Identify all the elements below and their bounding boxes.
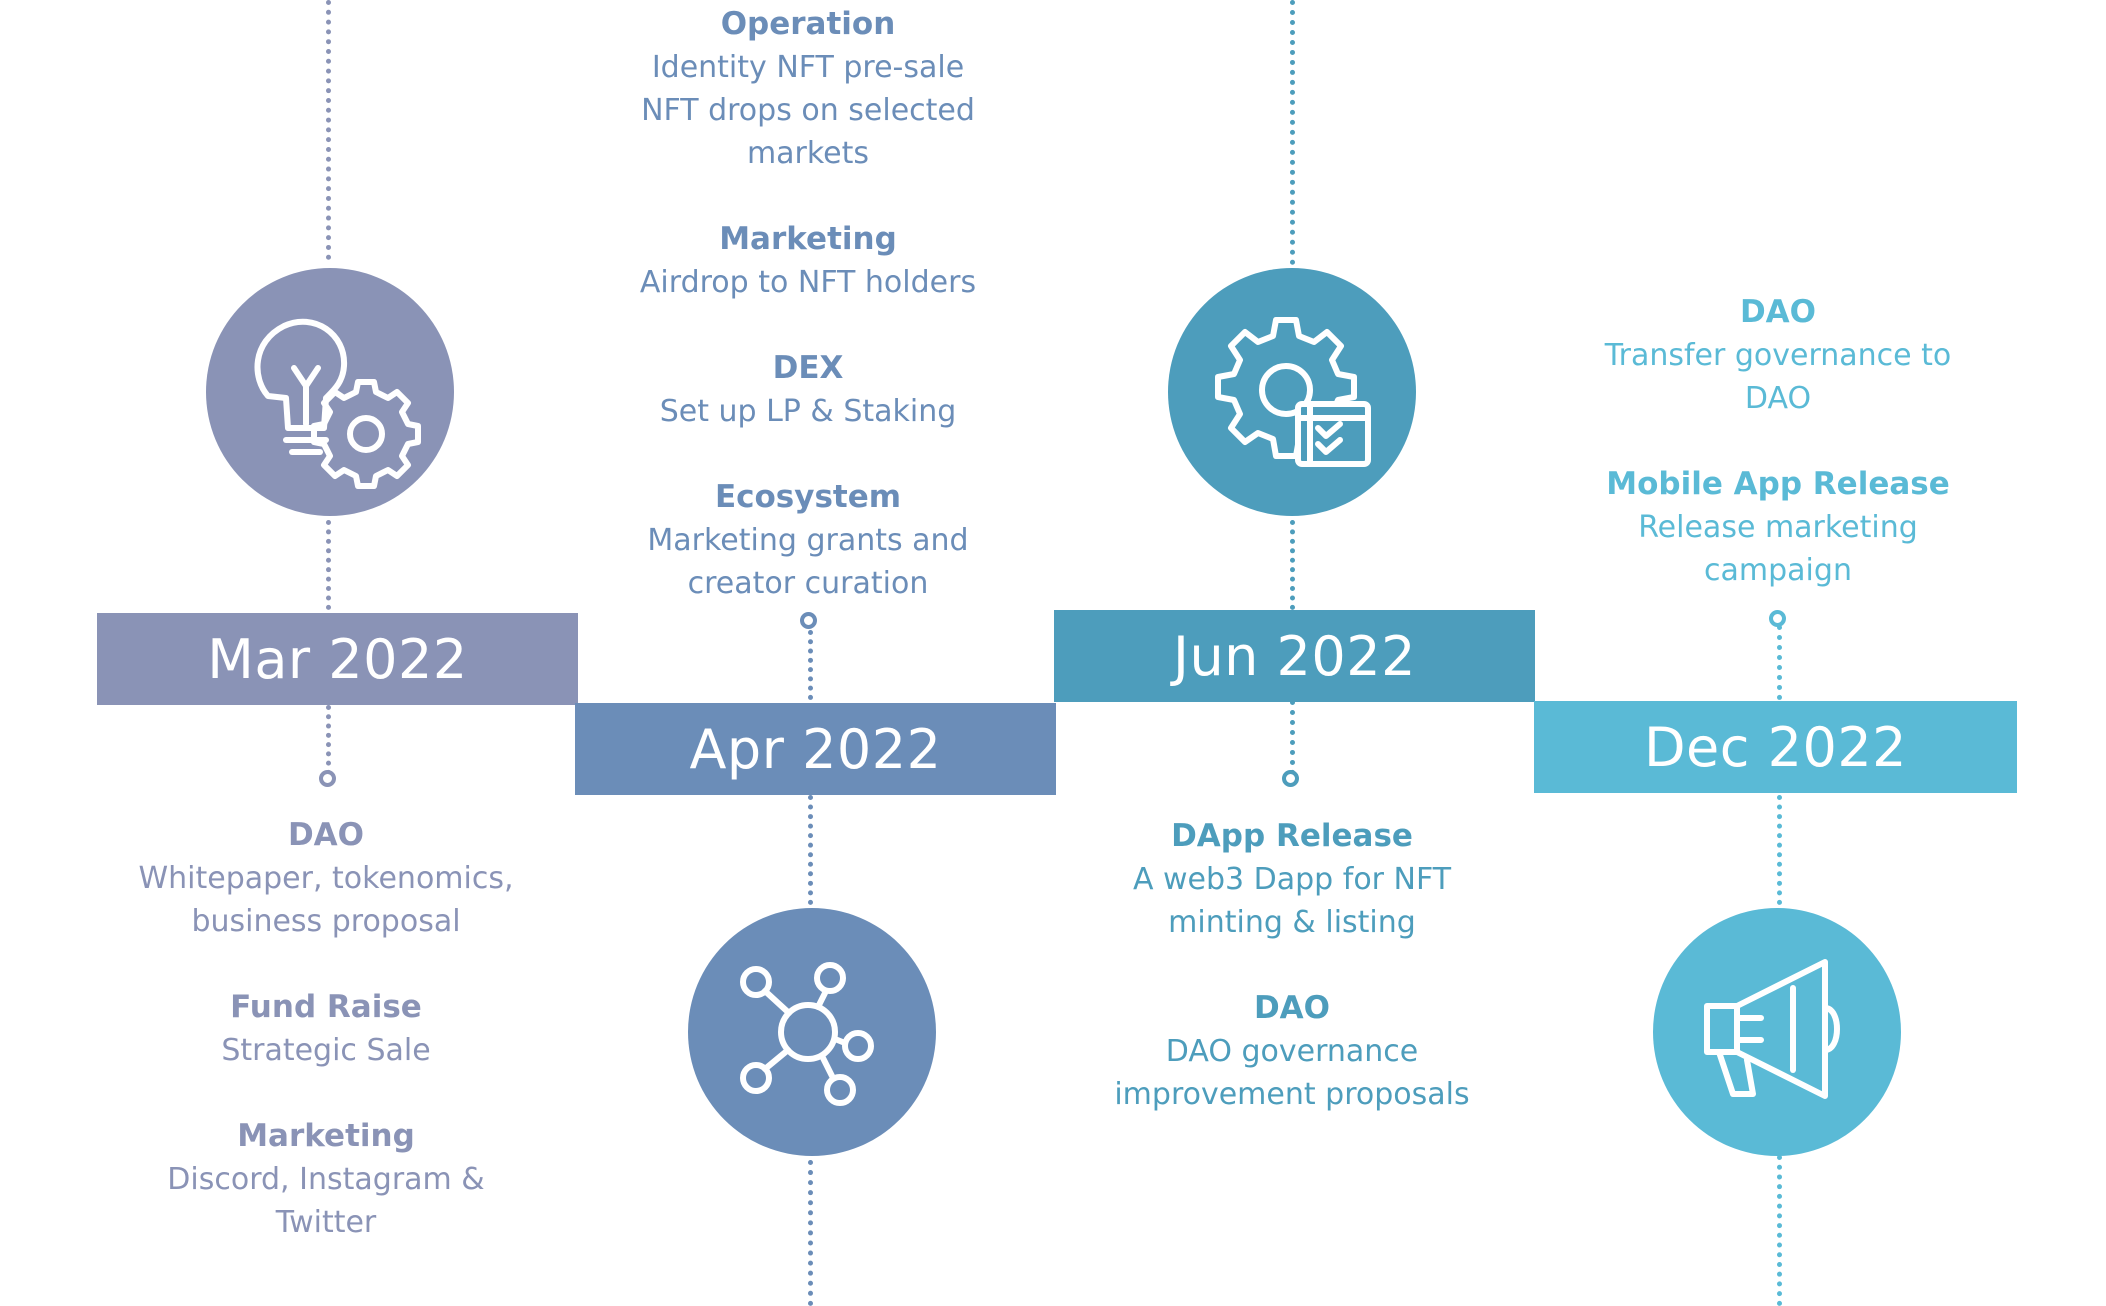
timeline-line-jun <box>1290 700 1295 775</box>
timeline-line-dec <box>1777 795 1782 905</box>
date-bar-mar: Mar 2022 <box>97 613 578 705</box>
timeline-line-jun <box>1290 520 1295 610</box>
date-label: Mar 2022 <box>207 627 468 691</box>
text-group: Marketing Airdrop to NFT holders <box>588 217 1028 304</box>
timeline-line-mar <box>326 705 331 775</box>
group-text: Airdrop to NFT holders <box>639 265 977 300</box>
text-group: DAO Whitepaper, tokenomics, business pro… <box>106 813 546 943</box>
milestone-text-jun: DApp Release A web3 Dapp for NFT minting… <box>1072 814 1512 1116</box>
group-title: Mobile App Release <box>1606 466 1950 502</box>
timeline-marker-dec <box>1769 610 1786 627</box>
timeline-line-jun <box>1290 0 1295 265</box>
lightbulb-gear-icon <box>254 318 421 489</box>
milestone-text-mar: DAO Whitepaper, tokenomics, business pro… <box>106 813 546 1244</box>
text-group: Marketing Discord, Instagram & Twitter <box>106 1114 546 1244</box>
text-group: Fund Raise Strategic Sale <box>106 985 546 1072</box>
date-label: Jun 2022 <box>1173 624 1416 688</box>
text-group: DApp Release A web3 Dapp for NFT minting… <box>1072 814 1512 944</box>
date-label: Apr 2022 <box>689 717 942 781</box>
group-text: DAO governance improvement proposals <box>1114 1034 1470 1112</box>
group-title: DEX <box>772 350 844 386</box>
group-title: Marketing <box>719 221 897 257</box>
timeline-line-dec <box>1777 1155 1782 1306</box>
timeline-line-apr <box>808 630 813 700</box>
text-group: DAO Transfer governance to DAO <box>1558 290 1998 420</box>
group-title: Marketing <box>237 1118 415 1154</box>
timeline-marker-mar <box>319 770 336 787</box>
milestone-circle-mar <box>206 268 454 516</box>
timeline-line-apr <box>808 795 813 905</box>
group-text: Set up LP & Staking <box>659 394 957 429</box>
group-title: DAO <box>1253 990 1331 1026</box>
date-bar-apr: Apr 2022 <box>575 703 1056 795</box>
group-title: Fund Raise <box>230 989 422 1025</box>
text-group: Mobile App Release Release marketing cam… <box>1558 462 1998 592</box>
timeline-line-dec <box>1777 625 1782 700</box>
milestone-circle-dec <box>1653 908 1901 1156</box>
milestone-circle-apr <box>688 908 936 1156</box>
timeline-marker-jun <box>1282 770 1299 787</box>
date-bar-dec: Dec 2022 <box>1534 701 2017 793</box>
milestone-circle-jun <box>1168 268 1416 516</box>
milestone-text-apr: Operation Identity NFT pre-sale NFT drop… <box>588 2 1028 605</box>
group-title: Operation <box>720 6 896 42</box>
text-group: Operation Identity NFT pre-sale NFT drop… <box>588 2 1028 175</box>
date-label: Dec 2022 <box>1643 715 1908 779</box>
group-title: DApp Release <box>1171 818 1413 854</box>
date-bar-jun: Jun 2022 <box>1054 610 1535 702</box>
group-text: Transfer governance to DAO <box>1604 338 1952 416</box>
megaphone-icon <box>1704 959 1840 1099</box>
group-title: DAO <box>287 817 365 853</box>
group-text: A web3 Dapp for NFT minting & listing <box>1132 862 1452 940</box>
network-icon <box>740 962 874 1106</box>
milestone-text-dec: DAO Transfer governance to DAO Mobile Ap… <box>1558 290 1998 592</box>
group-text: Strategic Sale <box>221 1033 431 1068</box>
timeline-line-mar <box>326 0 331 260</box>
group-text: Marketing grants and creator curation <box>647 523 969 601</box>
group-title: DAO <box>1739 294 1817 330</box>
group-title: Ecosystem <box>714 479 902 515</box>
timeline-line-mar <box>326 520 331 610</box>
group-text: Identity NFT pre-sale NFT drops on selec… <box>641 50 975 171</box>
gear-checklist-icon <box>1215 317 1371 467</box>
text-group: Ecosystem Marketing grants and creator c… <box>588 475 1028 605</box>
text-group: DAO DAO governance improvement proposals <box>1072 986 1512 1116</box>
timeline-line-apr <box>808 1160 813 1306</box>
group-text: Discord, Instagram & Twitter <box>167 1162 485 1240</box>
timeline-marker-apr <box>800 612 817 629</box>
group-text: Release marketing campaign <box>1638 510 1918 588</box>
text-group: DEX Set up LP & Staking <box>588 346 1028 433</box>
group-text: Whitepaper, tokenomics, business proposa… <box>138 861 514 939</box>
